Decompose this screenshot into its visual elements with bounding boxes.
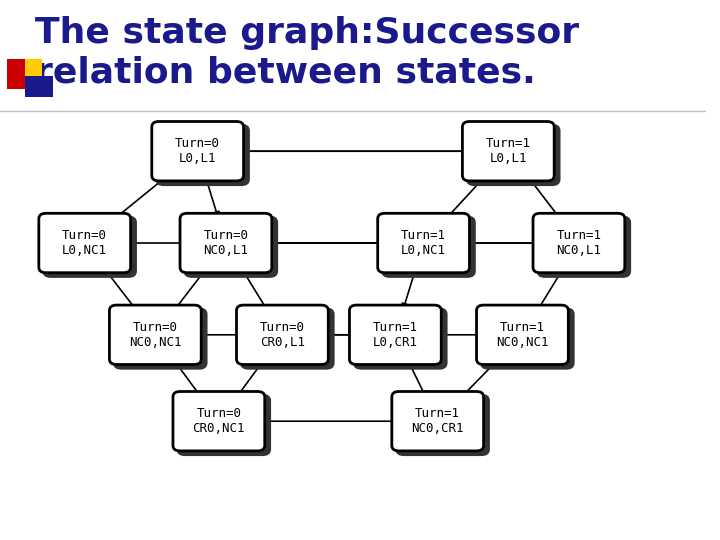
Text: Turn=0
L0,L1: Turn=0 L0,L1 <box>175 137 220 165</box>
Bar <box>24 59 42 78</box>
FancyBboxPatch shape <box>533 213 625 273</box>
FancyBboxPatch shape <box>185 217 276 276</box>
Text: Turn=0
NC0,NC1: Turn=0 NC0,NC1 <box>129 321 181 349</box>
FancyBboxPatch shape <box>467 125 559 185</box>
FancyBboxPatch shape <box>354 309 446 368</box>
Text: Turn=1
L0,NC1: Turn=1 L0,NC1 <box>401 229 446 257</box>
FancyBboxPatch shape <box>382 217 474 276</box>
Text: Turn=1
L0,L1: Turn=1 L0,L1 <box>486 137 531 165</box>
FancyBboxPatch shape <box>114 309 206 368</box>
Text: Turn=0
NC0,L1: Turn=0 NC0,L1 <box>204 229 248 257</box>
FancyBboxPatch shape <box>482 309 573 368</box>
FancyBboxPatch shape <box>392 392 484 451</box>
Text: Turn=1
NC0,NC1: Turn=1 NC0,NC1 <box>496 321 549 349</box>
FancyBboxPatch shape <box>44 217 135 276</box>
FancyBboxPatch shape <box>152 122 243 181</box>
FancyBboxPatch shape <box>462 122 554 181</box>
Bar <box>24 76 53 97</box>
FancyBboxPatch shape <box>109 305 201 364</box>
Text: Turn=1
L0,CR1: Turn=1 L0,CR1 <box>373 321 418 349</box>
Text: Turn=0
CR0,NC1: Turn=0 CR0,NC1 <box>193 407 245 435</box>
Text: Turn=1
NC0,CR1: Turn=1 NC0,CR1 <box>411 407 464 435</box>
FancyBboxPatch shape <box>178 395 270 455</box>
FancyBboxPatch shape <box>538 217 630 276</box>
FancyBboxPatch shape <box>157 125 248 185</box>
FancyBboxPatch shape <box>180 213 272 273</box>
FancyBboxPatch shape <box>477 305 568 364</box>
Text: Turn=0
L0,NC1: Turn=0 L0,NC1 <box>62 229 107 257</box>
FancyBboxPatch shape <box>378 213 469 273</box>
FancyBboxPatch shape <box>349 305 441 364</box>
Text: The state graph:Successor
relation between states.: The state graph:Successor relation betwe… <box>35 16 580 90</box>
FancyBboxPatch shape <box>241 309 333 368</box>
FancyBboxPatch shape <box>236 305 328 364</box>
FancyBboxPatch shape <box>39 213 130 273</box>
FancyBboxPatch shape <box>397 395 489 455</box>
Text: Turn=1
NC0,L1: Turn=1 NC0,L1 <box>557 229 601 257</box>
Text: Turn=0
CR0,L1: Turn=0 CR0,L1 <box>260 321 305 349</box>
FancyBboxPatch shape <box>173 392 265 451</box>
Bar <box>7 59 32 89</box>
